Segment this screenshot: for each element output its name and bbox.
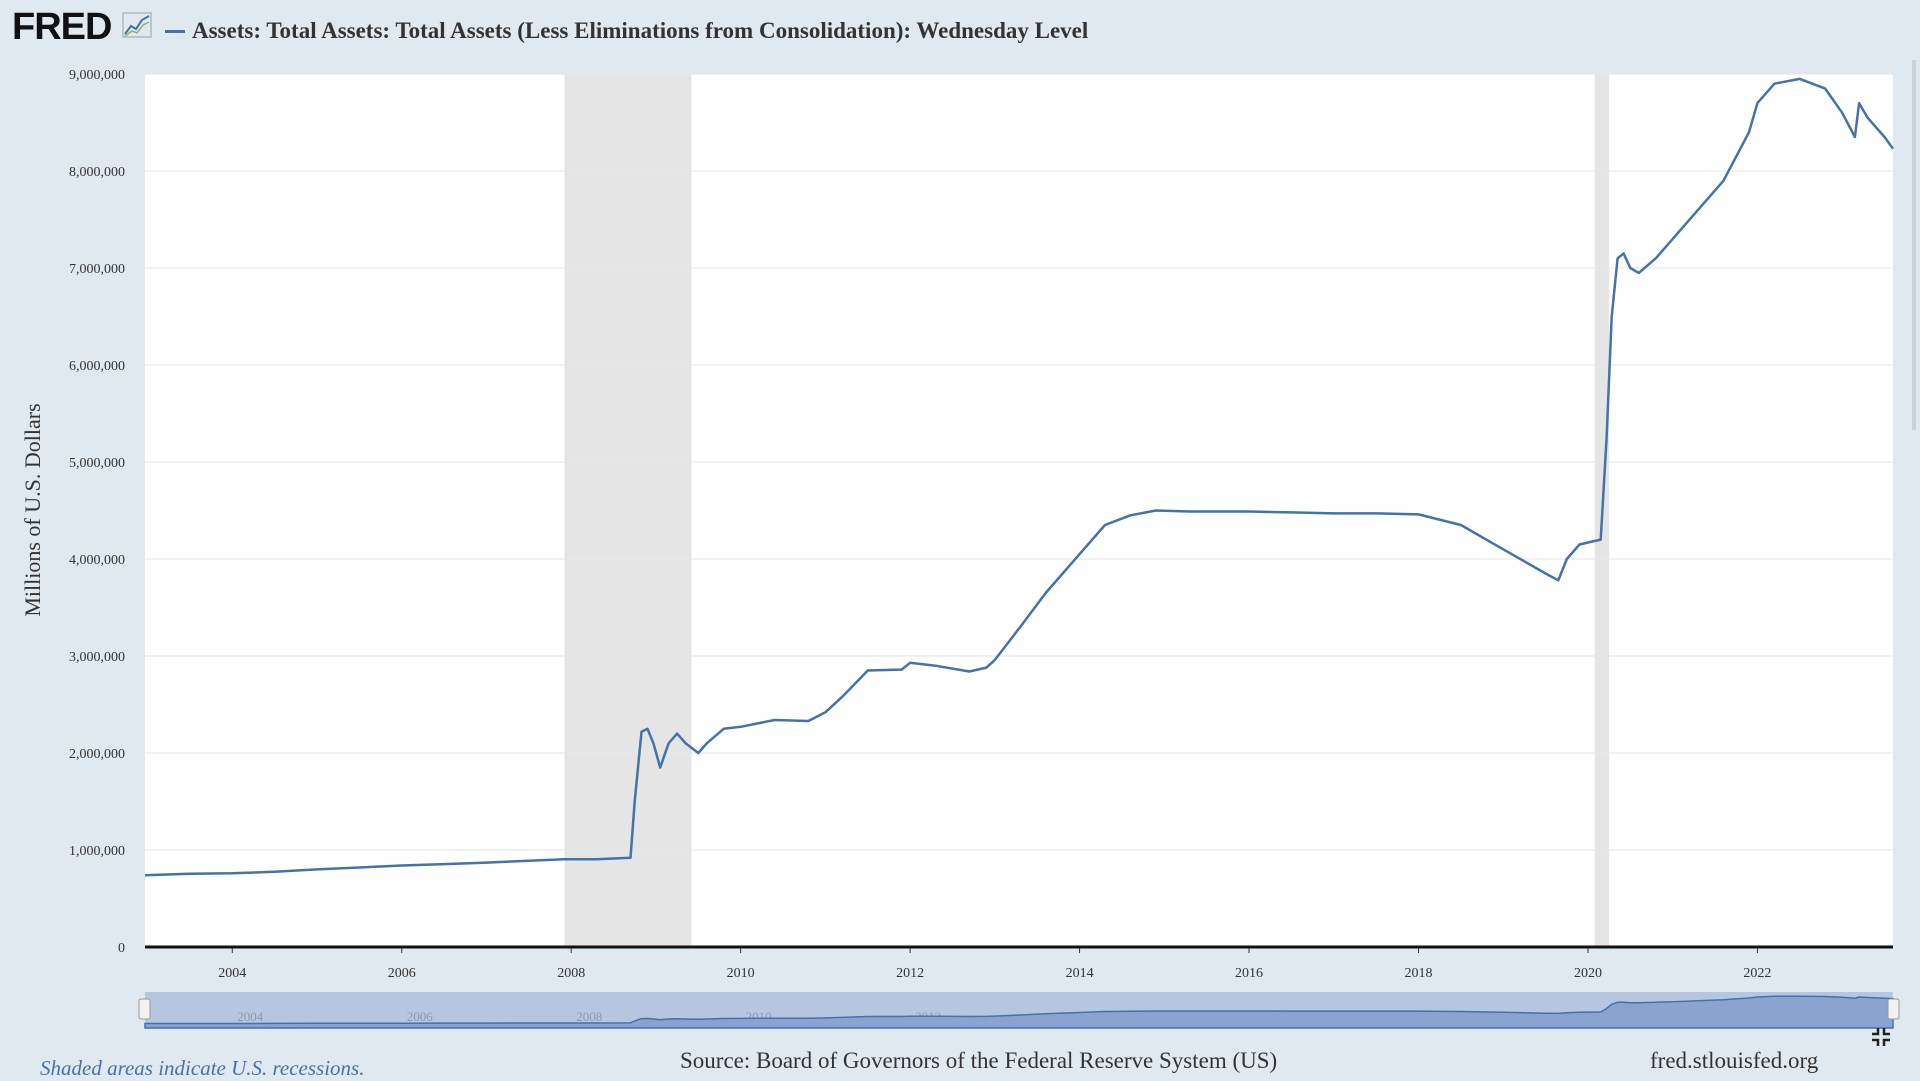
fred-url[interactable]: fred.stlouisfed.org <box>1650 1048 1819 1073</box>
x-tick-label: 2012 <box>896 966 924 981</box>
y-tick-label: 5,000,000 <box>69 456 125 471</box>
x-axis-ticks: 2004 2006 2008 2010 2012 2014 2016 2018 2020 2022 <box>218 947 1771 981</box>
x-tick-label: 2020 <box>1574 966 1602 981</box>
chart-line-icon <box>122 12 152 38</box>
y-tick-label: 8,000,000 <box>69 165 125 180</box>
scrollbar[interactable] <box>1912 60 1916 430</box>
navigator-area <box>144 995 1894 1029</box>
x-tick-label: 2010 <box>727 966 755 981</box>
y-tick-label: 0 <box>118 941 125 956</box>
plot-area <box>145 74 1893 947</box>
gridlines <box>145 73 1893 851</box>
recession-note[interactable]: Shaded areas indicate U.S. recessions. <box>40 1056 365 1080</box>
recession-band-0 <box>564 74 692 947</box>
series-layer <box>144 77 1895 877</box>
chart-header: FRED Assets: Total Assets: Total Assets … <box>0 0 1920 64</box>
source-text: Source: Board of Governors of the Federa… <box>680 1048 1278 1073</box>
y-tick-label: 6,000,000 <box>69 359 125 374</box>
y-tick-label: 3,000,000 <box>69 650 125 665</box>
fred-logo[interactable]: FRED <box>12 6 112 48</box>
y-tick-label: 2,000,000 <box>69 747 125 762</box>
x-tick-label: 2004 <box>218 966 246 981</box>
navigator-tick-label: 2008 <box>576 1009 602 1024</box>
chart-title: Assets: Total Assets: Total Assets (Less… <box>192 18 1089 43</box>
x-tick-label: 2016 <box>1235 966 1263 981</box>
navigator-tick-label: 2004 <box>237 1009 264 1024</box>
x-tick-label: 2008 <box>557 966 585 981</box>
x-tick-label: 2022 <box>1743 966 1771 981</box>
fullscreen-icon[interactable] <box>1870 1026 1892 1048</box>
navigator-left-handle[interactable] <box>138 998 151 1020</box>
y-tick-label: 1,000,000 <box>69 844 125 859</box>
y-tick-label: 4,000,000 <box>69 553 125 568</box>
x-tick-label: 2018 <box>1405 966 1433 981</box>
y-tick-label: 7,000,000 <box>69 262 125 277</box>
navigator-tick-label: 2006 <box>407 1009 434 1024</box>
x-tick-label: 2014 <box>1066 966 1094 981</box>
series-line-0[interactable] <box>144 77 1895 877</box>
y-tick-label: 9,000,000 <box>69 68 125 83</box>
series-legend-swatch <box>165 30 185 33</box>
x-tick-label: 2006 <box>388 966 416 981</box>
y-axis-ticks: 0 1,000,000 2,000,000 3,000,000 4,000,000 5,0… <box>69 68 125 956</box>
chart-svg: 0 1,000,000 2,000,000 3,000,000 4,000,000 5,0… <box>20 68 1900 1029</box>
y-axis-label: Millions of U.S. Dollars <box>20 403 45 616</box>
navigator-right-handle[interactable] <box>1887 998 1900 1020</box>
